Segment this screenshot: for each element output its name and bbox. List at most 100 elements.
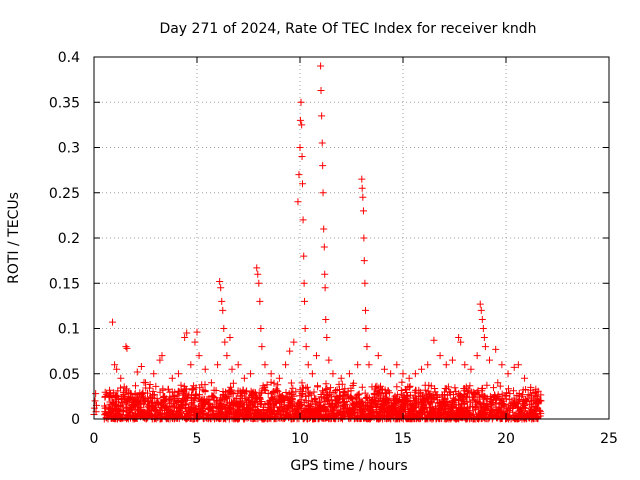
data-point — [322, 315, 330, 323]
data-point — [275, 374, 283, 382]
data-point — [137, 363, 145, 371]
data-point — [219, 306, 227, 314]
y-tick-label: 0 — [71, 412, 80, 428]
data-point — [476, 300, 484, 308]
data-point — [442, 361, 450, 369]
data-point — [223, 352, 231, 360]
data-point — [486, 356, 494, 364]
data-point — [360, 234, 368, 242]
data-point — [234, 361, 242, 369]
y-tick-label: 0.15 — [49, 276, 80, 292]
data-point — [183, 329, 191, 337]
data-point — [312, 352, 320, 360]
data-point — [216, 277, 224, 285]
data-point — [318, 139, 326, 147]
y-axis-ticks: 0 0.05 0.1 0.15 0.2 0.25 0.3 0.35 0.4 — [49, 50, 609, 428]
data-point — [436, 352, 444, 360]
data-point — [320, 243, 328, 251]
data-point — [256, 297, 264, 305]
data-point — [318, 112, 326, 120]
data-point — [424, 361, 432, 369]
data-point — [218, 297, 226, 305]
x-tick-label: 5 — [193, 431, 202, 447]
data-point — [257, 325, 265, 332]
data-point — [359, 193, 367, 201]
data-point — [240, 374, 248, 382]
data-point — [358, 175, 366, 183]
data-point — [457, 338, 465, 346]
data-point — [217, 284, 225, 292]
data-point — [504, 370, 512, 378]
data-point — [308, 370, 316, 378]
y-tick-label: 0.35 — [49, 95, 80, 111]
data-point — [319, 162, 327, 170]
data-point — [221, 338, 229, 346]
data-point — [321, 270, 329, 278]
data-point — [477, 306, 485, 314]
data-point — [290, 338, 298, 346]
data-point — [461, 361, 469, 369]
y-tick-label: 0.3 — [58, 141, 80, 157]
data-point — [195, 352, 203, 360]
data-point — [527, 383, 535, 391]
data-point — [117, 374, 125, 382]
x-tick-label: 0 — [90, 431, 99, 447]
data-point — [510, 363, 518, 371]
data-point — [300, 252, 308, 260]
data-point — [319, 189, 327, 197]
y-tick-label: 0.05 — [49, 367, 80, 383]
data-point — [191, 338, 199, 346]
data-point — [380, 365, 388, 373]
data-point — [298, 121, 306, 129]
data-point — [480, 334, 488, 342]
data-point — [300, 279, 308, 287]
data-point — [533, 392, 541, 400]
x-tick-label: 15 — [394, 431, 412, 447]
data-point — [387, 370, 395, 378]
data-point — [187, 361, 195, 369]
data-point — [374, 352, 382, 360]
data-point — [455, 334, 463, 342]
data-point — [181, 334, 189, 342]
data-point — [329, 370, 337, 378]
data-point — [220, 325, 228, 332]
data-point — [361, 279, 369, 287]
data-point — [321, 284, 329, 292]
data-point — [467, 365, 475, 373]
data-point — [92, 390, 100, 398]
data-point — [261, 361, 269, 369]
data-point — [362, 325, 370, 332]
data-point — [365, 361, 373, 369]
data-point — [345, 370, 353, 378]
data-point — [320, 225, 328, 233]
data-point — [478, 315, 486, 323]
y-tick-label: 0.1 — [58, 322, 80, 338]
plot-frame — [93, 56, 610, 420]
data-point — [299, 216, 307, 224]
data-point — [258, 343, 266, 351]
data-point — [168, 374, 176, 382]
data-point — [479, 325, 487, 332]
data-point — [323, 334, 331, 342]
grid — [94, 57, 609, 419]
data-point — [302, 343, 310, 351]
data-point — [298, 180, 306, 188]
data-point — [286, 347, 294, 355]
data-point — [91, 397, 99, 405]
chart-title: Day 271 of 2024, Rate Of TEC Index for r… — [159, 21, 536, 37]
data-point — [296, 144, 304, 151]
data-point — [158, 352, 166, 360]
data-point — [214, 361, 222, 369]
data-point — [399, 370, 407, 378]
data-point — [201, 365, 209, 373]
x-tick-label: 10 — [291, 431, 309, 447]
data-point — [354, 361, 362, 369]
data-point — [537, 397, 545, 405]
data-point — [481, 343, 489, 351]
y-axis-title: ROTI / TECUs — [6, 192, 22, 284]
data-point — [156, 356, 164, 364]
x-tick-label: 20 — [497, 431, 515, 447]
data-point — [109, 318, 117, 326]
data-point — [142, 379, 149, 387]
data-point — [514, 361, 522, 369]
